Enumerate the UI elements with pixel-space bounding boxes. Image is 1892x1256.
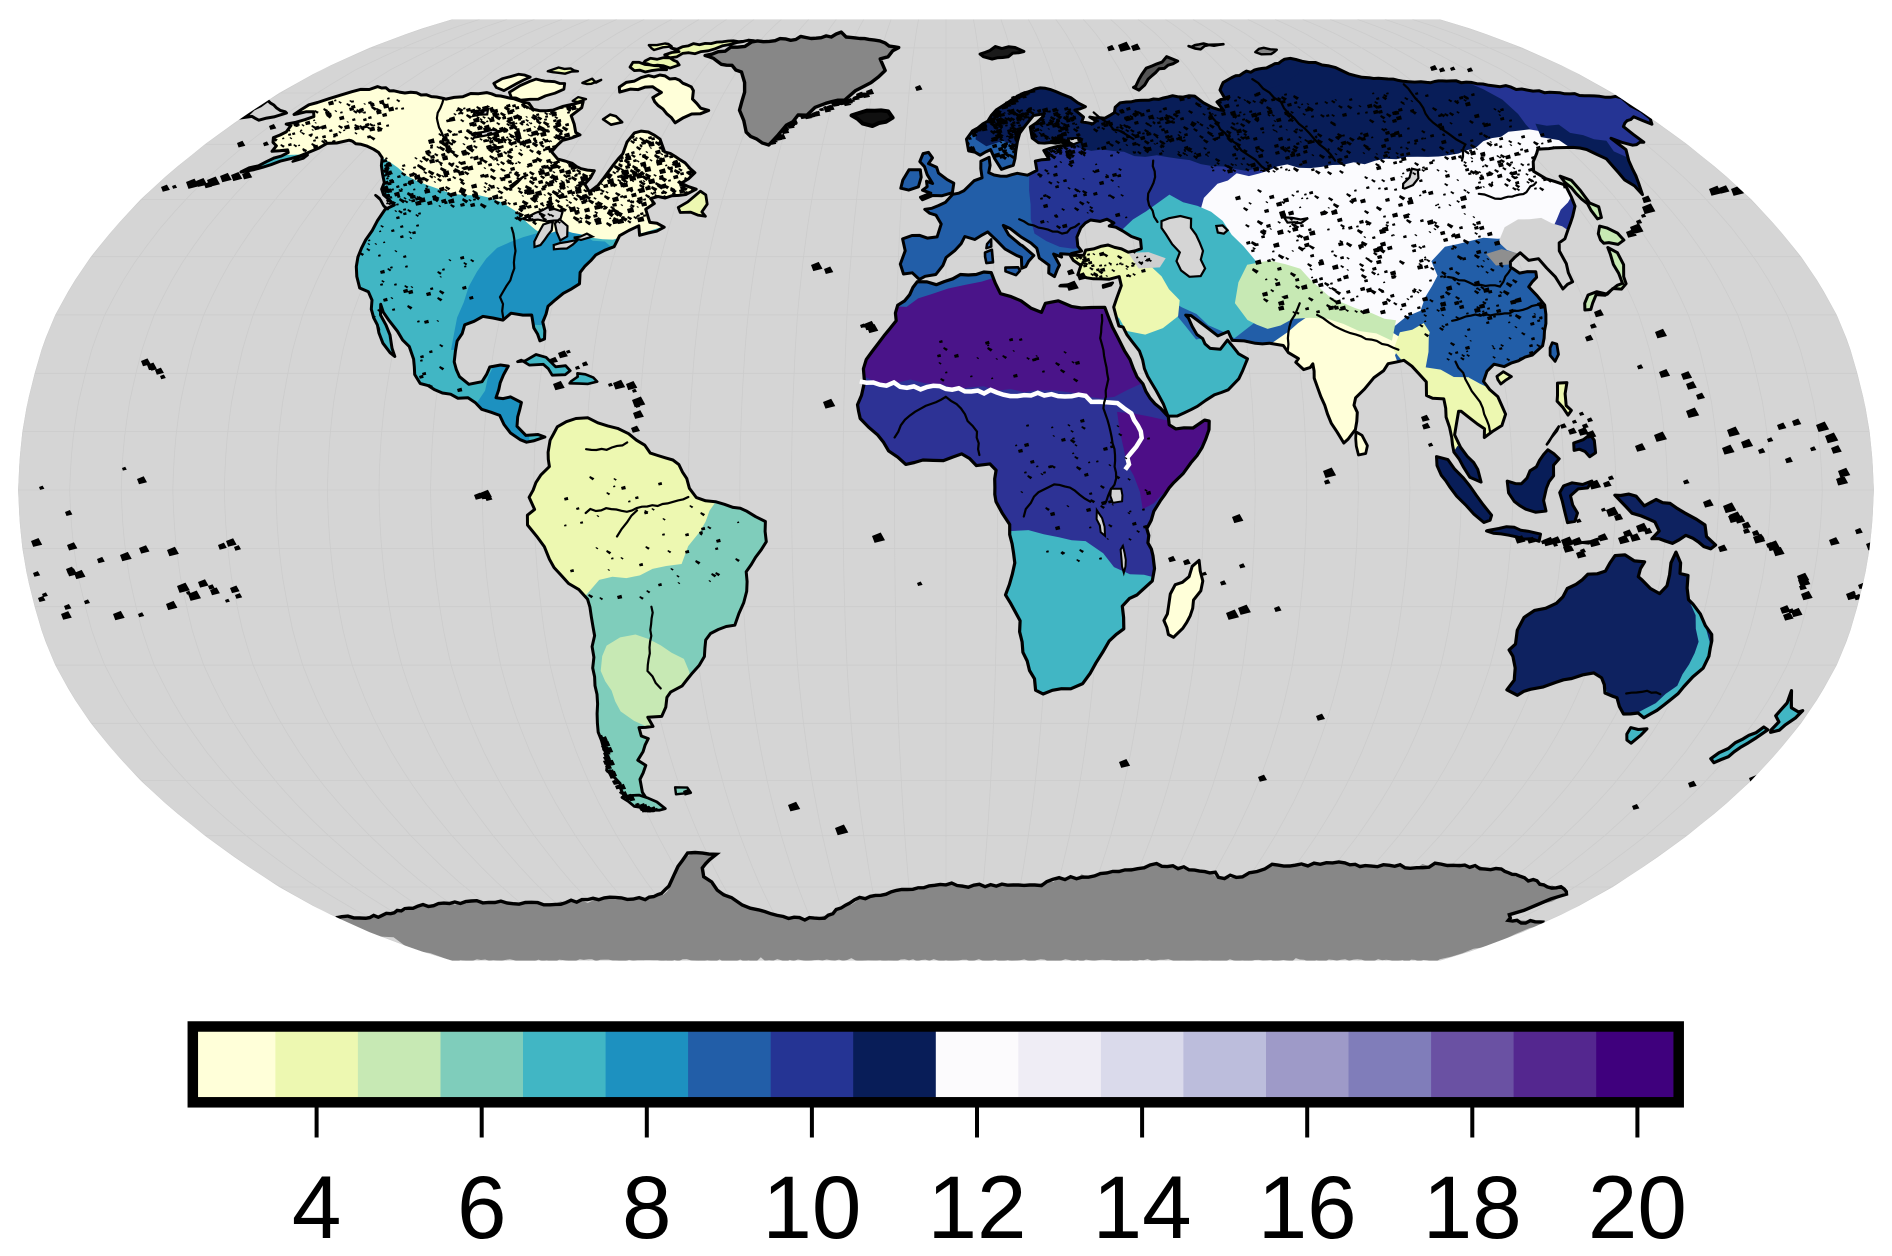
svg-text:20: 20 [1588, 1157, 1687, 1251]
svg-text:4: 4 [292, 1157, 342, 1251]
svg-text:8: 8 [622, 1157, 672, 1251]
svg-text:14: 14 [1093, 1157, 1192, 1251]
svg-text:12: 12 [928, 1157, 1027, 1251]
svg-text:10: 10 [762, 1157, 861, 1251]
svg-text:16: 16 [1258, 1157, 1357, 1251]
svg-text:18: 18 [1423, 1157, 1522, 1251]
svg-text:6: 6 [457, 1157, 507, 1251]
